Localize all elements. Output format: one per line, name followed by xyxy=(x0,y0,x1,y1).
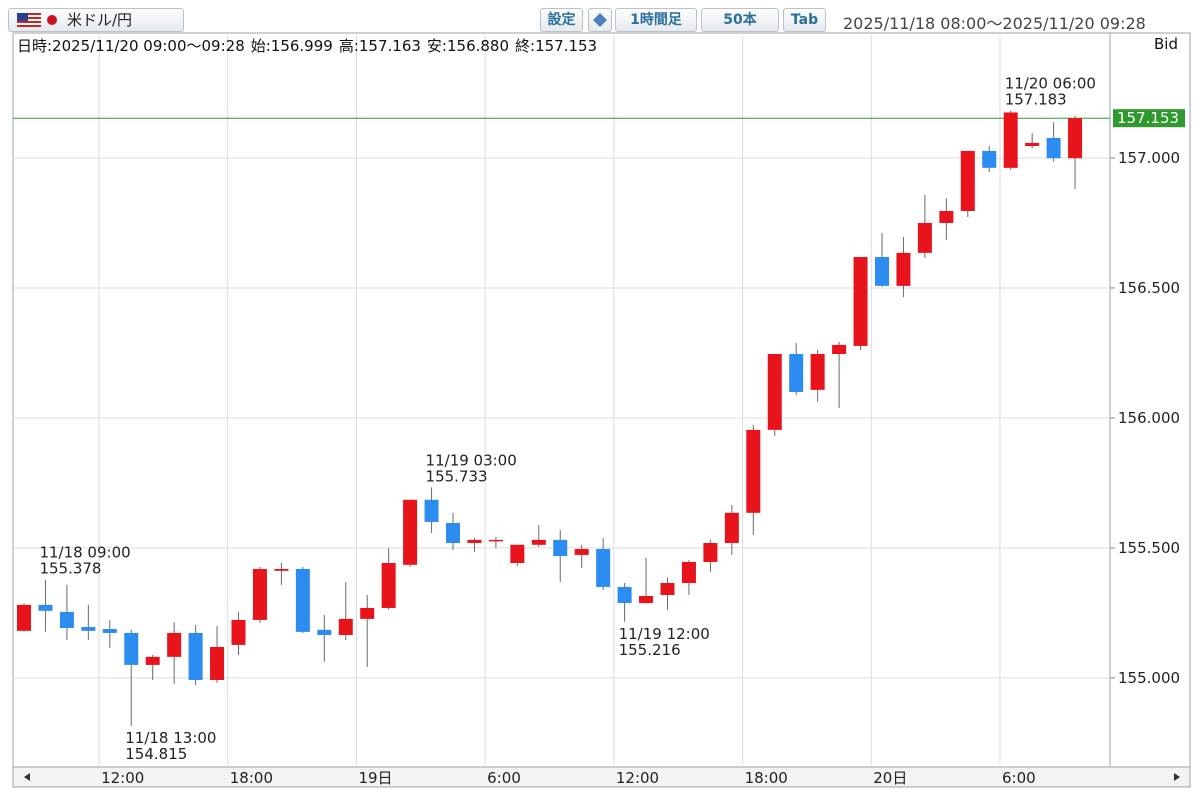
candle-body xyxy=(360,607,375,619)
count-button[interactable]: 50本 xyxy=(701,8,779,32)
candle-body xyxy=(875,257,889,286)
y-tick-label: 156.500 xyxy=(1118,279,1180,297)
candle-body xyxy=(832,344,847,354)
candle-body xyxy=(231,619,246,645)
candle-body xyxy=(703,542,718,562)
candle-body xyxy=(210,646,225,680)
scrollbar[interactable] xyxy=(12,766,1191,788)
annotation-value: 157.183 xyxy=(1005,90,1067,108)
candle-body xyxy=(338,618,353,636)
candle-body xyxy=(102,629,117,633)
us-flag xyxy=(17,13,41,27)
x-tick-label: 6:00 xyxy=(487,769,521,787)
candle-body xyxy=(681,561,696,584)
info-item: 高:157.163 xyxy=(338,37,421,55)
date-range: 2025/11/18 08:00～2025/11/20 09:28 xyxy=(843,14,1146,33)
candle-body xyxy=(596,548,611,587)
current-price-box xyxy=(1113,109,1185,128)
x-tick-label: 18:00 xyxy=(745,769,788,787)
candle-body xyxy=(295,568,310,632)
candle-body xyxy=(424,499,439,522)
annotation-value: 154.815 xyxy=(125,745,187,763)
candle-body xyxy=(939,211,954,223)
annotation-label: 11/18 13:00 xyxy=(125,729,216,747)
candle-body xyxy=(724,512,739,543)
annotation-value: 155.216 xyxy=(619,641,681,659)
candle-body xyxy=(467,539,482,543)
annotation-label: 11/20 06:00 xyxy=(1005,74,1096,92)
candle-body xyxy=(639,596,654,604)
candle-body xyxy=(274,568,289,571)
candle-body xyxy=(982,150,997,168)
annotation-label: 11/19 12:00 xyxy=(619,625,710,643)
pair-name: 米ドル/円 xyxy=(67,11,133,29)
candle-body xyxy=(531,539,546,545)
candle-body xyxy=(574,548,589,555)
draw-button[interactable] xyxy=(588,8,612,32)
jp-flag xyxy=(47,15,57,25)
candle-body xyxy=(767,353,782,430)
price-side: Bid xyxy=(1154,35,1178,53)
y-tick-label: 155.000 xyxy=(1118,669,1180,687)
ohlc-info: 日時:2025/11/20 09:00～09:28 始:156.999 高:157.… xyxy=(17,35,603,56)
candle-body xyxy=(59,611,74,628)
settings-button[interactable]: 設定 xyxy=(540,8,583,32)
scroll-left[interactable] xyxy=(24,773,30,781)
candle-body xyxy=(1003,112,1018,168)
tab-button[interactable]: Tab xyxy=(783,8,826,32)
candle-body xyxy=(660,583,675,595)
x-tick-label: 12:00 xyxy=(101,769,144,787)
candle-body xyxy=(145,656,160,665)
candle-body xyxy=(167,632,182,657)
info-item: 始:156.999 xyxy=(250,37,333,55)
annotation-label: 11/18 09:00 xyxy=(39,544,130,562)
candle-body xyxy=(553,539,568,556)
candle-body xyxy=(1068,118,1083,159)
candle-body xyxy=(252,568,267,620)
candle-body xyxy=(381,563,396,608)
info-item: 安:156.880 xyxy=(426,37,510,55)
x-tick-label: 19日 xyxy=(358,769,392,787)
candle-body xyxy=(81,626,96,631)
candle-body xyxy=(317,629,332,636)
candle-body xyxy=(789,353,804,392)
candle-body xyxy=(510,544,525,564)
pair-selector[interactable]: 米ドル/円 xyxy=(8,8,184,32)
y-tick-label: 156.000 xyxy=(1118,409,1180,427)
candle-body xyxy=(960,150,975,212)
candle-body xyxy=(124,632,139,665)
candle-body xyxy=(853,257,868,346)
scroll-right[interactable] xyxy=(1174,773,1180,781)
candle-body xyxy=(446,522,460,543)
annotation-value: 155.378 xyxy=(39,560,101,578)
candle-body xyxy=(810,353,825,390)
x-tick-label: 6:00 xyxy=(1002,769,1036,787)
x-tick-label: 12:00 xyxy=(616,769,659,787)
candle-body xyxy=(917,222,932,253)
candle-body xyxy=(38,604,53,611)
timeframe-button[interactable]: 1時間足 xyxy=(615,8,697,32)
diamond-icon xyxy=(593,13,607,27)
candle-body xyxy=(1025,142,1040,147)
candle-body xyxy=(17,604,31,631)
candle-body xyxy=(488,539,503,542)
x-tick-label: 18:00 xyxy=(230,769,273,787)
x-tick-label: 20日 xyxy=(873,769,907,787)
current-price-label: 157.153 xyxy=(1117,109,1179,127)
y-tick-label: 157.000 xyxy=(1118,149,1180,167)
info-item: 日時:2025/11/20 09:00～09:28 xyxy=(17,37,245,55)
info-item: 終:157.153 xyxy=(515,37,598,55)
annotation-label: 11/19 03:00 xyxy=(426,451,517,469)
annotation-value: 155.733 xyxy=(426,467,488,485)
candle-body xyxy=(1046,137,1061,159)
candle-body xyxy=(617,586,632,604)
candle-body xyxy=(746,429,761,513)
candle-body xyxy=(403,499,418,565)
candle-body xyxy=(188,632,203,680)
candle-body xyxy=(896,252,911,286)
y-tick-label: 155.500 xyxy=(1118,539,1180,557)
